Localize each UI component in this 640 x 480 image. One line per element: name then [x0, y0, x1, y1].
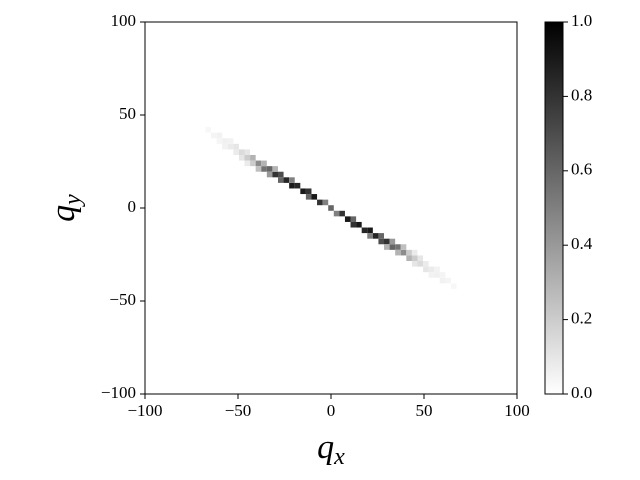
heatmap-cell — [389, 238, 396, 245]
heatmap-cell — [356, 221, 362, 228]
heatmap-cell — [244, 149, 251, 155]
y-tick-label: −50 — [109, 290, 136, 309]
colorbar-tick-label: 0.6 — [571, 160, 592, 179]
heatmap-cell — [411, 249, 418, 256]
heatmap-cell — [277, 171, 284, 178]
heatmap-cell — [411, 261, 418, 267]
heatmap-cell — [289, 182, 295, 189]
x-axis-label: qx — [317, 429, 345, 470]
y-tick-label: 100 — [111, 11, 137, 30]
heatmap-cell — [283, 177, 290, 183]
heatmap-cell — [266, 166, 273, 172]
heatmap-cell — [305, 194, 312, 200]
heatmap-cell — [244, 154, 251, 161]
heatmap-cell — [238, 154, 245, 161]
heatmap-cell — [450, 283, 457, 289]
heatmap-cell — [372, 233, 379, 239]
heatmap-cell — [227, 143, 234, 150]
y-tick-label: −100 — [101, 383, 136, 402]
heatmap-cell — [222, 138, 228, 144]
heatmap-cell — [367, 227, 373, 234]
heatmap-cell — [428, 266, 435, 273]
x-tick-label: 50 — [416, 401, 433, 420]
heatmap-cell — [261, 166, 267, 172]
heatmap-cell — [350, 221, 357, 228]
heatmap-cell — [255, 166, 262, 172]
heatmap-cell — [384, 244, 390, 250]
heatmap-cell — [266, 171, 273, 178]
heatmap-cell — [445, 277, 451, 284]
heatmap-cell — [317, 199, 323, 206]
heatmap-cell — [417, 255, 424, 262]
heatmap-cell — [406, 255, 412, 262]
heatmap-cell — [367, 233, 373, 239]
heatmap-cell — [322, 199, 329, 206]
heatmap-cell — [384, 238, 390, 245]
y-tick-label: 50 — [119, 104, 136, 123]
heatmap-cell — [261, 160, 267, 167]
colorbar-tick-label: 1.0 — [571, 11, 592, 30]
heatmap-cell — [389, 244, 396, 250]
heatmap-cell — [300, 188, 306, 195]
heatmap-cell — [294, 182, 301, 189]
heatmap-cell — [233, 149, 239, 155]
heatmap-cell — [339, 210, 345, 217]
heatmap-cell — [439, 272, 446, 278]
heatmap-cell — [400, 249, 407, 256]
heatmap-cell — [395, 244, 401, 250]
x-tick-label: 100 — [504, 401, 530, 420]
heatmap-cell — [434, 266, 440, 273]
heatmap-cell — [250, 160, 256, 167]
x-tick-label: 0 — [327, 401, 336, 420]
heatmap-cell — [227, 138, 234, 144]
heatmap-cell — [272, 166, 278, 172]
heatmap-cell — [344, 216, 351, 222]
heatmap-cell — [238, 149, 245, 155]
colorbar-tick-label: 0.4 — [571, 234, 593, 253]
x-tick-label: −50 — [225, 401, 252, 420]
heatmap-cell — [328, 205, 334, 211]
heatmap-cell — [250, 154, 256, 161]
heatmap-cell — [361, 227, 368, 234]
heatmap-cell — [434, 272, 440, 278]
heatmap-cell — [216, 138, 223, 144]
heatmap-cell — [205, 127, 212, 133]
heatmap-cell — [350, 216, 357, 222]
heatmap-cell — [289, 177, 295, 183]
heatmap-cell — [272, 171, 278, 178]
heatmap-cell — [305, 188, 312, 195]
heatmap-cell — [233, 143, 239, 150]
y-tick-label: 0 — [128, 197, 137, 216]
heatmap-cell — [428, 272, 435, 278]
heatmap-cell — [423, 266, 429, 273]
colorbar-tick-label: 0.2 — [571, 309, 592, 328]
heatmap-cell — [311, 194, 318, 200]
heatmap-cell — [222, 143, 228, 150]
colorbar-tick-label: 0.8 — [571, 85, 592, 104]
heatmap-cell — [211, 132, 217, 139]
heatmap-cell — [395, 249, 401, 256]
heatmap-cell — [439, 277, 446, 284]
colorbar — [544, 21, 564, 395]
heatmap-cell — [406, 249, 412, 256]
x-tick-label: −100 — [127, 401, 162, 420]
heatmap-cell — [216, 132, 223, 139]
heatmap-cell — [244, 160, 251, 167]
heatmap-cell — [411, 255, 418, 262]
heatmap-cell — [378, 238, 385, 245]
heatmap-cell — [417, 261, 424, 267]
heatmap-cell — [423, 261, 429, 267]
heatmap-cell — [400, 244, 407, 250]
heatmap-cell — [277, 177, 284, 183]
heatmap-cell — [255, 160, 262, 167]
heatmap-cell — [333, 210, 340, 217]
heatmap-cell — [378, 233, 385, 239]
y-axis-label: qy — [45, 194, 86, 222]
colorbar-tick-label: 0.0 — [571, 383, 592, 402]
